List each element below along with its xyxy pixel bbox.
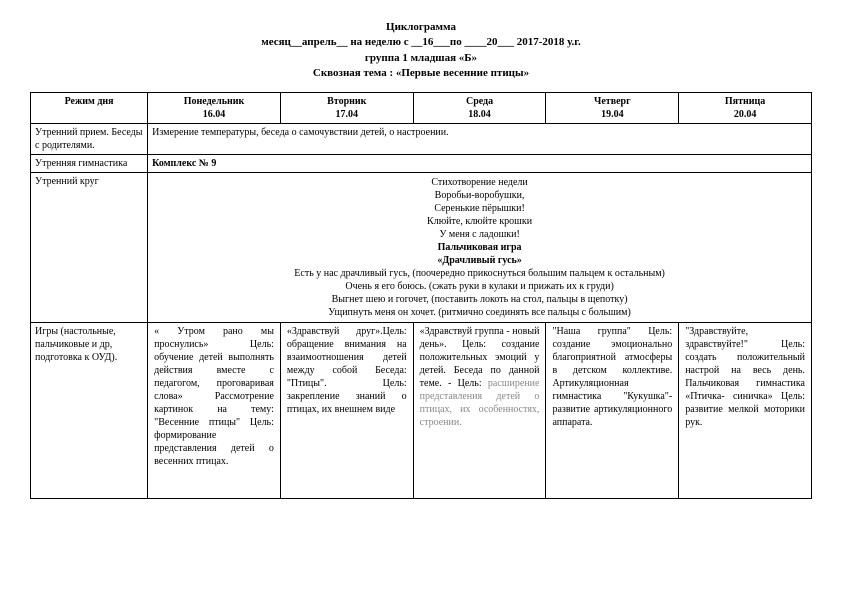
col-thu: Четверг 19.04 bbox=[546, 92, 679, 123]
document-header: Циклограмма месяц__апрель__ на неделю с … bbox=[30, 20, 812, 82]
games-thu: "Наша группа" Цель: создание эмоциональн… bbox=[546, 322, 679, 498]
row-gym: Утренняя гимнастика Комплекс № 9 bbox=[31, 154, 812, 172]
poem-line: Воробьи-воробушки, bbox=[154, 189, 805, 202]
col-tue: Вторник 17.04 bbox=[280, 92, 413, 123]
gym-label: Утренняя гимнастика bbox=[31, 154, 148, 172]
header-line-1: Циклограмма bbox=[30, 20, 812, 35]
poem-line: Клюйте, клюйте крошки bbox=[154, 215, 805, 228]
header-line-3: группа 1 младшая «Б» bbox=[30, 51, 812, 66]
game-line: Есть у нас драчливый гусь, (поочередно п… bbox=[154, 267, 805, 280]
games-label: Игры (настольные, пальчиковые и др, подг… bbox=[31, 322, 148, 498]
game-line: Ущипнуть меня он хочет. (ритмично соедин… bbox=[154, 306, 805, 319]
col-mon: Понедельник 16.04 bbox=[148, 92, 281, 123]
poem-line: Серенькие пёрышки! bbox=[154, 202, 805, 215]
reception-label: Утренний прием. Беседы с родителями. bbox=[31, 123, 148, 154]
row-circle: Утренний круг Стихотворение недели Вороб… bbox=[31, 172, 812, 322]
col-fri: Пятница 20.04 bbox=[679, 92, 812, 123]
header-row: Режим дня Понедельник 16.04 Вторник 17.0… bbox=[31, 92, 812, 123]
reception-content: Измерение температуры, беседа о самочувс… bbox=[148, 123, 812, 154]
games-wed: «Здравствуй группа - новый день». Цель: … bbox=[413, 322, 546, 498]
gym-content: Комплекс № 9 bbox=[148, 154, 812, 172]
finger-game-name: «Драчливый гусь» bbox=[154, 254, 805, 267]
row-reception: Утренний прием. Беседы с родителями. Изм… bbox=[31, 123, 812, 154]
games-fri: "Здравствуйте, здравствуйте!" Цель: созд… bbox=[679, 322, 812, 498]
games-tue: «Здравствуй друг».Цель: обращение вниман… bbox=[280, 322, 413, 498]
poem-title: Стихотворение недели bbox=[154, 176, 805, 189]
game-line: Очень я его боюсь. (сжать руки в кулаки … bbox=[154, 280, 805, 293]
circle-content: Стихотворение недели Воробьи-воробушки, … bbox=[148, 172, 812, 322]
finger-game-title: Пальчиковая игра bbox=[154, 241, 805, 254]
poem-line: У меня с ладошки! bbox=[154, 228, 805, 241]
circle-label: Утренний круг bbox=[31, 172, 148, 322]
col-wed: Среда 18.04 bbox=[413, 92, 546, 123]
schedule-table: Режим дня Понедельник 16.04 Вторник 17.0… bbox=[30, 92, 812, 499]
games-mon: « Утром рано мы проснулись» Цель: обучен… bbox=[148, 322, 281, 498]
game-line: Выгнет шею и гогочет, (поставить локоть … bbox=[154, 293, 805, 306]
col-regime: Режим дня bbox=[31, 92, 148, 123]
row-games: Игры (настольные, пальчиковые и др, подг… bbox=[31, 322, 812, 498]
header-line-4: Сквозная тема : «Первые весенние птицы» bbox=[30, 66, 812, 81]
header-line-2: месяц__апрель__ на неделю с __16___по __… bbox=[30, 35, 812, 50]
